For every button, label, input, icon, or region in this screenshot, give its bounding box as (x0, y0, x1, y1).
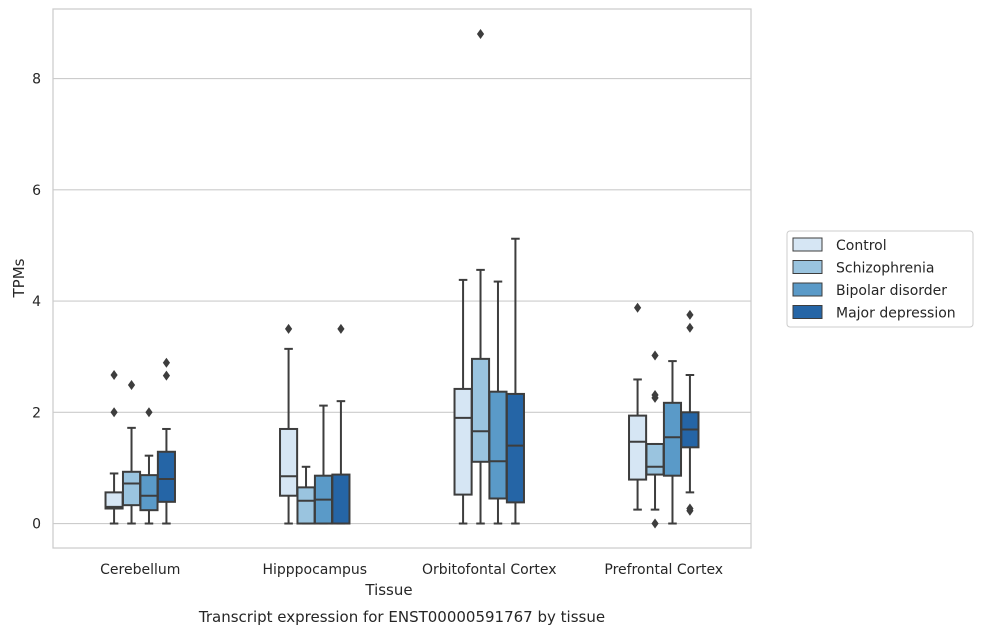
box-0-2 (139, 407, 159, 525)
box-body-3-0 (628, 414, 648, 481)
y-tick-label-4: 8 (32, 72, 41, 88)
y-tick-label-1: 2 (32, 405, 41, 421)
flier-2-1-0 (476, 29, 485, 40)
box-1-0 (279, 323, 299, 525)
flier-0-3-1 (162, 357, 171, 368)
legend-swatch-3 (792, 305, 823, 319)
box-3-1 (645, 350, 665, 529)
legend-label-2: Bipolar disorder (836, 283, 947, 299)
x-axis-ticks: Cerebellum Hipppocampus Orbitofontal Corte… (100, 562, 723, 578)
legend-swatch-1 (792, 260, 823, 274)
legend-label-3: Major depression (836, 306, 956, 322)
legend-swatch-2 (792, 282, 823, 297)
box-1-2 (313, 404, 334, 525)
flier-1-0-0 (284, 323, 293, 334)
flier-3-0-0 (633, 302, 642, 313)
flier-3-1-2 (651, 390, 659, 401)
y-axis-ticks: 0 2 4 6 8 (32, 72, 41, 533)
box-body-3-2 (662, 401, 683, 477)
flier-0-2-0 (145, 407, 153, 418)
x-tick-label-0: Cerebellum (100, 562, 180, 578)
box-3-2 (662, 360, 683, 525)
plot-area-frame (52, 8, 752, 549)
box-body-3-1 (645, 442, 665, 476)
box-body-2-0 (453, 387, 473, 496)
box-2-0 (453, 278, 473, 525)
box-body-0-2 (139, 474, 159, 512)
box-body-2-2 (488, 390, 508, 500)
y-tick-label-2: 4 (32, 294, 41, 310)
chart-caption: Transcript expression for ENST0000059176… (198, 608, 605, 626)
box-body-1-1 (296, 486, 316, 525)
y-tick-label-0: 0 (32, 517, 41, 533)
x-tick-label-2: Orbitofontal Cortex (422, 562, 557, 578)
x-tick-label-3: Prefrontal Cortex (604, 562, 723, 578)
flier-1-3-0 (337, 323, 345, 334)
flier-3-1-0 (651, 518, 659, 529)
box-3-3 (680, 309, 700, 516)
flier-3-3-2 (686, 322, 694, 333)
box-0-0 (104, 370, 124, 525)
y-tick-label-3: 6 (32, 183, 41, 199)
box-1-3 (331, 323, 351, 525)
flier-3-1-3 (651, 350, 659, 361)
flier-0-3-0 (162, 370, 171, 381)
box-body-1-3 (331, 473, 351, 525)
boxes (104, 29, 700, 529)
x-tick-label-1: Hipppocampus (262, 562, 367, 578)
y-axis-title: TPMs (10, 258, 28, 298)
box-body-0-1 (121, 470, 142, 507)
flier-0-1-0 (127, 380, 136, 391)
x-axis-title: Tissue (364, 581, 412, 599)
box-2-3 (505, 237, 525, 525)
legend-swatch-0 (792, 237, 823, 252)
legend-label-1: Schizophrenia (836, 261, 934, 277)
box-2-2 (488, 280, 508, 525)
box-body-2-3 (505, 392, 525, 504)
flier-3-3-3 (686, 309, 694, 320)
box-body-0-3 (156, 450, 176, 503)
legend-label-0: Control (836, 238, 887, 254)
flier-0-0-0 (110, 407, 118, 418)
flier-0-0-1 (110, 370, 118, 381)
box-0-3 (156, 357, 176, 525)
legend: Control Schizophrenia Bipolar disorder Majo… (786, 230, 974, 328)
legend-frame (786, 230, 974, 328)
flier-3-3-1 (686, 503, 694, 514)
box-body-2-1 (470, 357, 491, 463)
box-body-1-0 (279, 427, 299, 497)
